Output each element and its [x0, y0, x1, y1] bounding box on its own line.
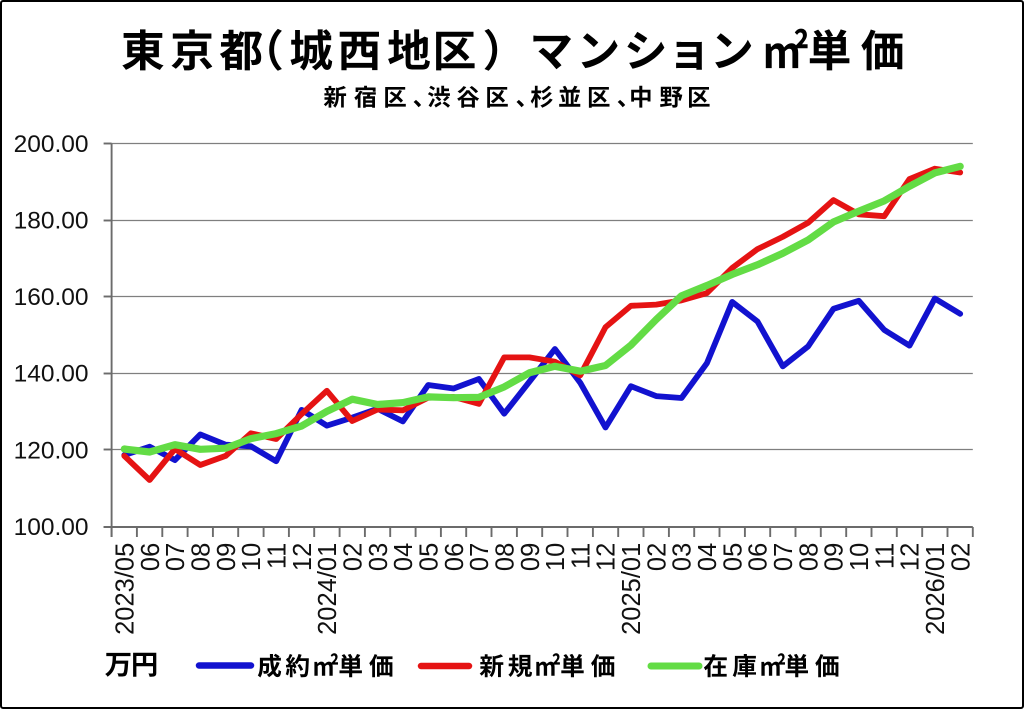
svg-text:2023/05: 2023/05 — [112, 543, 140, 635]
svg-text:12: 12 — [593, 543, 621, 571]
svg-text:180.00: 180.00 — [14, 208, 89, 235]
svg-text:200.00: 200.00 — [14, 131, 89, 158]
svg-text:07: 07 — [770, 543, 798, 571]
svg-text:09: 09 — [213, 543, 241, 571]
svg-text:12: 12 — [897, 543, 925, 571]
svg-text:120.00: 120.00 — [14, 437, 89, 464]
svg-text:03: 03 — [365, 543, 393, 571]
svg-text:10: 10 — [238, 543, 266, 571]
svg-text:12: 12 — [289, 543, 317, 571]
svg-text:07: 07 — [466, 543, 494, 571]
svg-text:02: 02 — [339, 543, 367, 571]
svg-text:09: 09 — [821, 543, 849, 571]
svg-text:11: 11 — [567, 543, 595, 569]
svg-text:100.00: 100.00 — [14, 514, 89, 541]
svg-text:11: 11 — [263, 543, 291, 569]
svg-text:09: 09 — [517, 543, 545, 571]
svg-text:2024/01: 2024/01 — [314, 543, 342, 635]
svg-text:03: 03 — [669, 543, 697, 571]
svg-text:02: 02 — [643, 543, 671, 571]
svg-text:2025/01: 2025/01 — [618, 543, 646, 635]
svg-text:10: 10 — [542, 543, 570, 571]
svg-text:06: 06 — [441, 543, 469, 571]
svg-text:08: 08 — [491, 543, 519, 571]
svg-text:07: 07 — [162, 543, 190, 571]
svg-text:08: 08 — [795, 543, 823, 571]
svg-text:05: 05 — [415, 543, 443, 571]
svg-text:10: 10 — [846, 543, 874, 571]
svg-text:08: 08 — [188, 543, 216, 571]
svg-text:05: 05 — [719, 543, 747, 571]
svg-text:06: 06 — [745, 543, 773, 571]
svg-text:02: 02 — [947, 543, 975, 571]
svg-text:140.00: 140.00 — [14, 361, 89, 388]
svg-text:160.00: 160.00 — [14, 284, 89, 311]
svg-text:04: 04 — [390, 543, 418, 571]
svg-text:06: 06 — [137, 543, 165, 571]
svg-text:2026/01: 2026/01 — [922, 543, 950, 635]
svg-text:04: 04 — [694, 543, 722, 571]
svg-text:11: 11 — [871, 543, 899, 569]
